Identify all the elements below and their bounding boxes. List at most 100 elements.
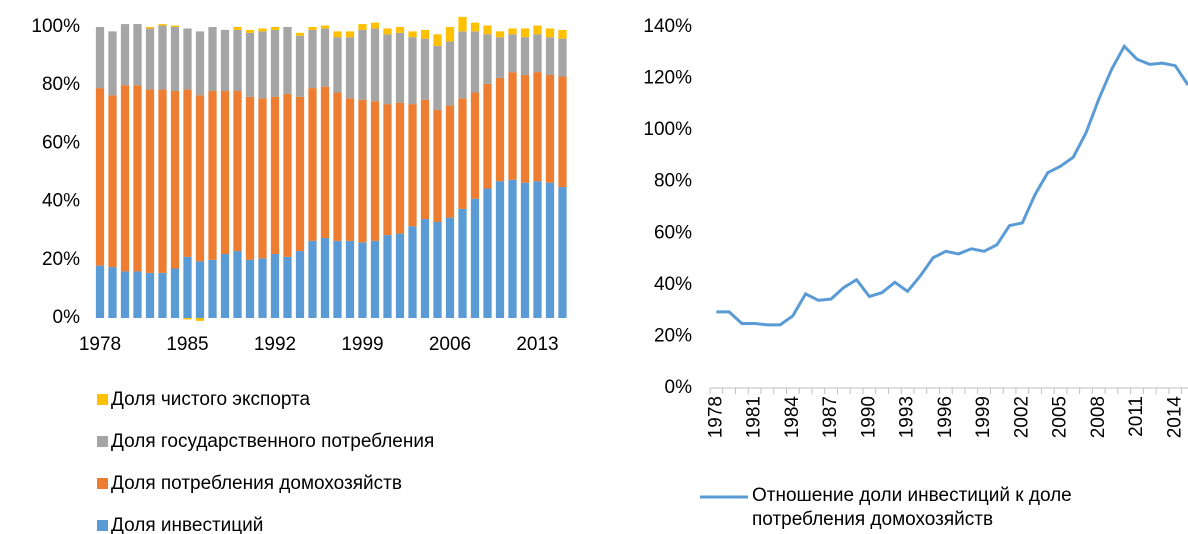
bar-segment <box>508 34 517 73</box>
bar-segment <box>433 45 442 110</box>
bar-segment <box>195 31 205 96</box>
bar-segment <box>483 188 492 318</box>
bar-segment <box>383 235 392 318</box>
x-tick-label: 1999 <box>973 396 994 438</box>
bar-segment <box>545 37 555 76</box>
bar-segment <box>395 27 405 33</box>
bar-segment <box>558 29 567 39</box>
bar-segment <box>95 27 105 89</box>
bar-segment <box>133 24 142 86</box>
bar-segment <box>358 24 367 30</box>
bar-segment <box>208 259 217 318</box>
bar-segment <box>533 181 542 318</box>
bar-segment <box>445 217 455 318</box>
bar-segment <box>470 31 480 93</box>
bar-segment <box>433 221 442 318</box>
bar-segment <box>533 34 542 73</box>
bar-segment <box>358 242 367 318</box>
bar-segment <box>320 86 330 238</box>
bar-segment <box>333 240 342 318</box>
bar-segment <box>345 37 355 99</box>
bar-segment <box>458 16 467 32</box>
bar-segment <box>320 28 330 87</box>
bar-segment <box>520 37 530 76</box>
bar-segment <box>245 259 255 318</box>
bar-segment <box>383 34 392 105</box>
legend-label: Доля государственного потребления <box>111 431 434 452</box>
bar-segment <box>95 265 105 318</box>
bar-segment <box>158 89 167 273</box>
bar-segment <box>133 271 142 318</box>
legend-label: Доля чистого экспорта <box>111 389 311 410</box>
bar-segment <box>370 101 380 241</box>
bar-segment <box>145 272 155 318</box>
legend-swatch <box>97 520 108 531</box>
bar-segment <box>158 25 167 90</box>
x-tick-label: 2008 <box>1088 396 1109 438</box>
bar-segment <box>208 27 217 92</box>
bar-segment <box>133 85 142 272</box>
x-tick-label: 2002 <box>1011 396 1032 438</box>
bar-segment <box>445 105 455 218</box>
y-tick-label: 40% <box>42 191 80 212</box>
bar-segment <box>270 29 280 97</box>
x-tick-label: 1993 <box>897 396 918 438</box>
bar-segment <box>245 96 255 260</box>
bar-segment <box>145 28 155 90</box>
y-tick-label: 100% <box>643 119 692 140</box>
bar-segment <box>183 28 192 90</box>
bar-segment <box>183 89 192 257</box>
bar-segment <box>233 91 242 252</box>
bar-segment <box>333 31 342 38</box>
bar-segment <box>220 91 230 254</box>
y-tick-label: 60% <box>654 222 692 243</box>
bar-segment <box>295 251 305 318</box>
bar-segment <box>345 240 355 318</box>
x-tick-label: 1981 <box>744 396 765 438</box>
line <box>716 43 1188 327</box>
bar-segment <box>545 75 555 183</box>
bar-segment <box>433 109 442 222</box>
y-tick-label: 40% <box>654 274 692 295</box>
bar-segment <box>258 258 267 318</box>
y-tick-label: 20% <box>42 249 80 270</box>
bar-segment <box>558 38 567 77</box>
bar-segment <box>183 318 192 320</box>
bar-segment <box>183 256 192 318</box>
x-tick-label: 2013 <box>516 334 558 355</box>
bar-segment <box>495 77 505 182</box>
legend-swatch <box>97 478 108 489</box>
legend-label: Отношение доли инвестиций к доле потребл… <box>752 485 1072 530</box>
bar-segment <box>420 38 430 100</box>
bar-segment <box>395 102 405 234</box>
bar-segment <box>420 29 430 39</box>
y-tick-label: 140% <box>643 16 692 37</box>
y-tick-label: 20% <box>654 325 692 346</box>
bar-segment <box>558 187 567 318</box>
bar-segment <box>483 83 492 189</box>
bar-segment <box>245 29 255 33</box>
y-tick-label: 120% <box>643 68 692 89</box>
bar-segment <box>283 93 292 257</box>
bar-segment <box>170 27 180 92</box>
x-tick-label: 1985 <box>166 334 208 355</box>
x-tick-label: 2014 <box>1164 396 1185 439</box>
x-tick-label: 1999 <box>341 334 383 355</box>
bar-segment <box>108 31 117 96</box>
bar-segment <box>483 34 492 84</box>
bar-segment <box>358 29 367 100</box>
legend-label: Доля инвестиций <box>111 515 263 534</box>
x-tick-label: 2005 <box>1050 396 1071 438</box>
bar-segment <box>208 91 217 260</box>
bar-segment <box>508 28 517 35</box>
bar-segment <box>195 318 205 321</box>
bar-segment <box>320 25 330 29</box>
bar-segment <box>483 25 492 35</box>
bar-segment <box>395 32 405 103</box>
bar-segment <box>258 98 267 259</box>
bar-segment <box>258 31 267 99</box>
x-tick-label: 1978 <box>79 334 121 355</box>
x-tick-label: 1987 <box>820 396 841 438</box>
